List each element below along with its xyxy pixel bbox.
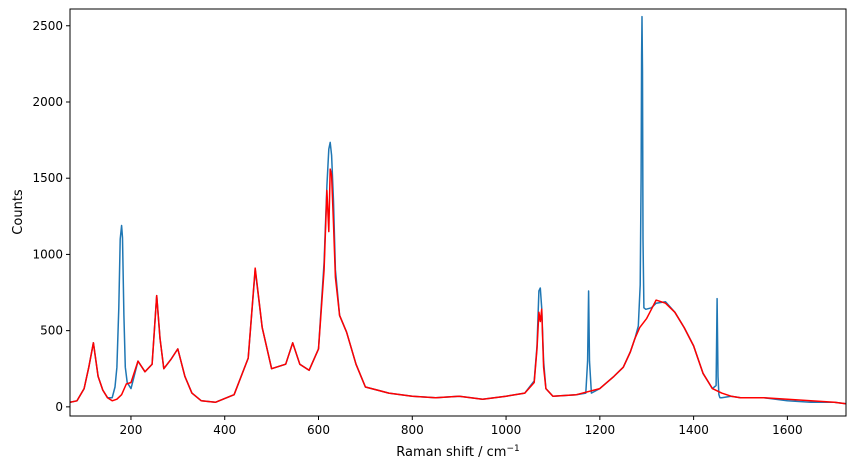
y-tick-label: 1500: [32, 171, 63, 185]
x-tick-label: 600: [307, 423, 330, 437]
x-axis-label: Raman shift / cm−1: [396, 444, 520, 460]
y-tick-label: 2000: [32, 95, 63, 109]
y-tick-label: 500: [40, 324, 63, 338]
plot-frame: [69, 8, 847, 417]
x-axis-label-superscript: −1: [506, 444, 519, 454]
y-tick-label: 2500: [32, 19, 63, 33]
series-layer: [70, 15, 846, 405]
y-tick-label: 0: [55, 400, 63, 414]
y-axis-ticks: 0 500 1000 1500 2000 2500: [32, 19, 70, 414]
series-line-2: [70, 168, 846, 405]
x-tick-label: 400: [213, 423, 236, 437]
x-tick-label: 1600: [772, 423, 803, 437]
x-tick-label: 1400: [678, 423, 709, 437]
series-line-1: [70, 15, 846, 405]
x-tick-label: 1000: [491, 423, 522, 437]
x-tick-label: 1200: [585, 423, 616, 437]
x-tick-label: 800: [401, 423, 424, 437]
y-tick-label: 1000: [32, 247, 63, 261]
x-tick-label: 200: [120, 423, 143, 437]
y-axis-label: Counts: [11, 189, 26, 235]
x-axis-ticks: 200 400 600 800 1000 1200 1400 1600: [120, 416, 803, 437]
